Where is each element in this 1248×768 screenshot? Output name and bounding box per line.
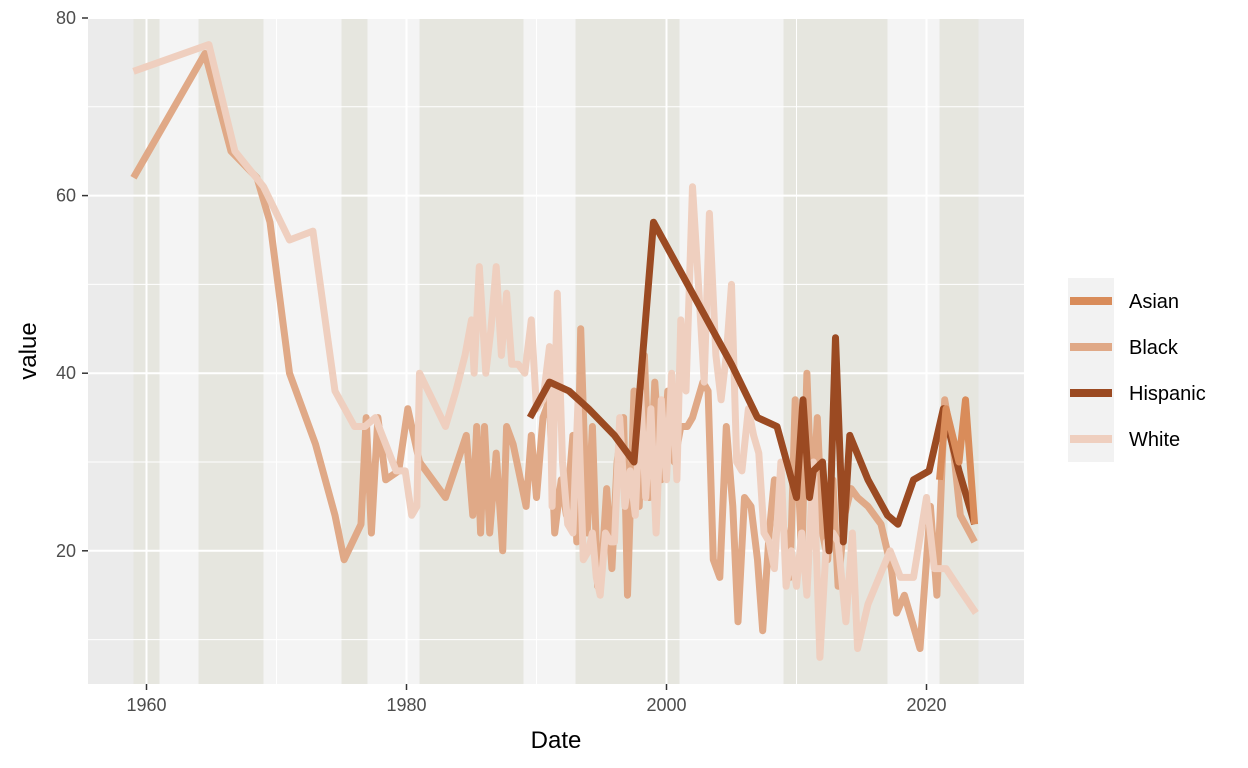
band-gap: [978, 18, 1024, 684]
x-axis-title: Date: [531, 727, 582, 754]
y-tick-label: 20: [56, 541, 76, 561]
series-line-hispanic: [526, 218, 978, 555]
series-lines: [130, 41, 979, 661]
series-line-white: [132, 41, 979, 661]
legend-label-hispanic: Hispanic: [1129, 383, 1206, 405]
band-gap: [159, 18, 199, 684]
x-tick-label: 2020: [906, 695, 946, 715]
x-tick-label: 1960: [126, 695, 166, 715]
legend-label-black: Black: [1129, 337, 1179, 359]
legend: Asian Black Hispanic White: [1068, 278, 1206, 462]
legend-label-white: White: [1129, 429, 1180, 451]
x-tick-label: 1980: [386, 695, 426, 715]
band-gap: [367, 18, 420, 684]
series-line-asian: [936, 396, 979, 525]
background-band: [198, 18, 264, 684]
x-tick-label: 2000: [646, 695, 686, 715]
y-tick-label: 40: [56, 363, 76, 383]
band-gap: [88, 18, 134, 684]
legend-label-asian: Asian: [1129, 291, 1179, 313]
legend-key-background: [1068, 278, 1114, 462]
y-axis-title: value: [15, 322, 42, 379]
background-band: [341, 18, 368, 684]
y-tick-label: 60: [56, 186, 76, 206]
y-tick-label: 80: [56, 8, 76, 28]
